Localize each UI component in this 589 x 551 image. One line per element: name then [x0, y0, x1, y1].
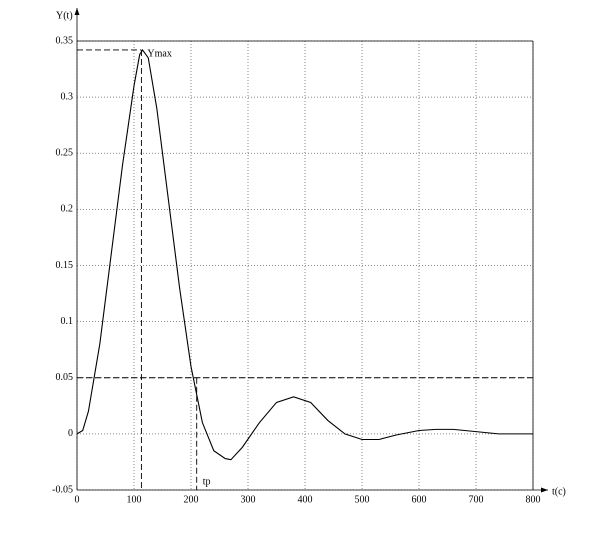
- x-tick-label: 0: [75, 494, 80, 505]
- line-series: [76, 49, 533, 461]
- y-tick-label: 0.2: [61, 204, 74, 215]
- x-tick-label: 400: [298, 494, 313, 505]
- y-tick-label: 0.1: [61, 316, 74, 327]
- x-tick-label: 800: [526, 494, 541, 505]
- y-axis-arrow: [74, 8, 80, 15]
- y-tick-label: 0.35: [56, 35, 74, 46]
- x-tick-label: 100: [127, 494, 142, 505]
- y-tick-label: 0.15: [56, 260, 74, 271]
- x-tick-label: 700: [469, 494, 484, 505]
- y-tick-label: 0.05: [56, 372, 74, 383]
- x-axis-arrow: [541, 487, 548, 493]
- y-tick-label: 0.25: [56, 148, 74, 159]
- y-axis-label: Y(t): [56, 10, 73, 21]
- x-tick-label: 200: [184, 494, 199, 505]
- x-tick-label: 600: [412, 494, 427, 505]
- x-axis-label: t(c): [552, 486, 566, 497]
- x-tick-label: 500: [355, 494, 370, 505]
- annotation: Ymax: [147, 48, 171, 59]
- y-tick-label: -0.05: [52, 484, 73, 495]
- annotation: tp: [203, 476, 211, 487]
- y-tick-label: 0.3: [61, 91, 74, 102]
- x-tick-label: 300: [241, 494, 256, 505]
- y-tick-label: 0: [68, 428, 73, 439]
